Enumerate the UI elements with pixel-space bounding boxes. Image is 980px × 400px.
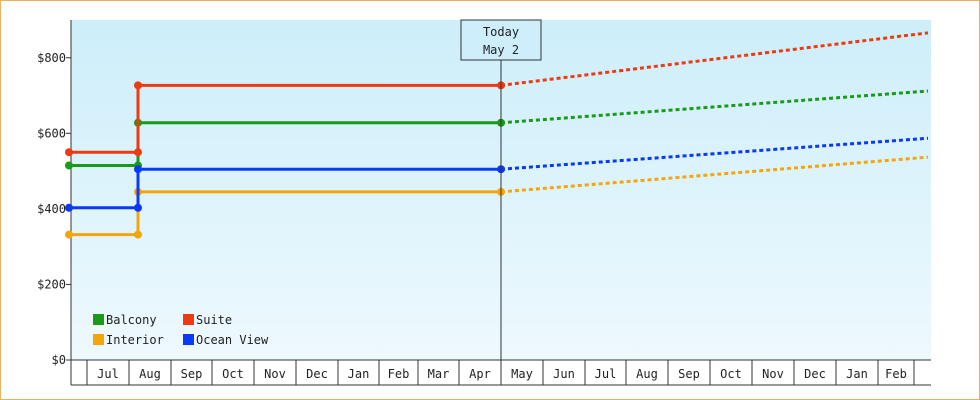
data-point — [134, 148, 142, 157]
today-marker: Today May 2 — [460, 19, 542, 360]
legend-item-interior: Interior — [93, 333, 164, 347]
y-tick-label: $400 — [37, 202, 66, 216]
data-point — [134, 230, 142, 239]
legend: Balcony Suite Interior Ocean View — [93, 313, 269, 347]
today-label: Today — [483, 25, 519, 39]
today-date: May 2 — [483, 43, 519, 57]
x-tick-label: Oct — [720, 367, 742, 381]
data-point — [65, 148, 73, 157]
x-tick-label: Mar — [428, 367, 450, 381]
today-box — [460, 19, 542, 61]
x-tick-label: Aug — [636, 367, 658, 381]
x-tick-label: Apr — [469, 367, 491, 381]
legend-label: Ocean View — [196, 333, 269, 347]
forecast-line — [500, 136, 929, 171]
forecast-line — [500, 89, 929, 125]
legend-item-suite: Suite — [183, 313, 232, 327]
x-tick-label: Oct — [222, 367, 244, 381]
legend-item-ocean-view: Ocean View — [183, 333, 269, 347]
y-axis: $0 $200 $400 $600 $800 — [37, 20, 72, 367]
history-line — [69, 83, 501, 154]
x-tick-label: Sep — [181, 367, 203, 381]
data-point — [134, 203, 142, 212]
x-tick-label: Feb — [388, 367, 410, 381]
x-tick-label: Feb — [885, 367, 907, 381]
legend-swatch — [93, 334, 104, 345]
y-tick-label: $800 — [37, 51, 66, 65]
legend-swatch — [183, 334, 194, 345]
x-tick-label: Aug — [139, 367, 161, 381]
history-line — [69, 167, 501, 210]
legend-label: Suite — [196, 313, 232, 327]
data-point — [65, 203, 73, 212]
x-tick-label: Nov — [762, 367, 784, 381]
data-point — [134, 81, 142, 90]
series-lines — [65, 31, 929, 239]
legend-item-balcony: Balcony — [93, 313, 157, 327]
data-point — [65, 161, 73, 170]
legend-swatch — [183, 314, 194, 325]
data-point — [65, 230, 73, 239]
x-tick-label: Dec — [804, 367, 826, 381]
y-tick-label: $200 — [37, 277, 66, 291]
x-tick-label: Nov — [264, 367, 286, 381]
legend-swatch — [93, 314, 104, 325]
x-tick-label: Jul — [97, 367, 119, 381]
x-tick-label: Jul — [595, 367, 617, 381]
legend-label: Balcony — [106, 313, 157, 327]
y-tick-label: $600 — [37, 126, 66, 140]
data-point — [134, 165, 142, 174]
x-tick-label: May — [511, 367, 533, 381]
x-tick-label: Dec — [306, 367, 328, 381]
x-tick-label: Jan — [348, 367, 370, 381]
x-tick-label: Jun — [553, 367, 575, 381]
forecast-line — [500, 155, 929, 194]
legend-label: Interior — [106, 333, 164, 347]
series-ocean-view — [65, 136, 929, 212]
x-tick-label: Jan — [846, 367, 868, 381]
x-tick-label: Sep — [678, 367, 700, 381]
y-tick-label: $0 — [52, 353, 66, 367]
forecast-line — [500, 31, 929, 87]
x-axis: Jul Aug Sep Oct Nov Dec Jan Feb Mar Apr May Jun Jul A… — [70, 359, 931, 386]
history-line — [69, 190, 501, 237]
